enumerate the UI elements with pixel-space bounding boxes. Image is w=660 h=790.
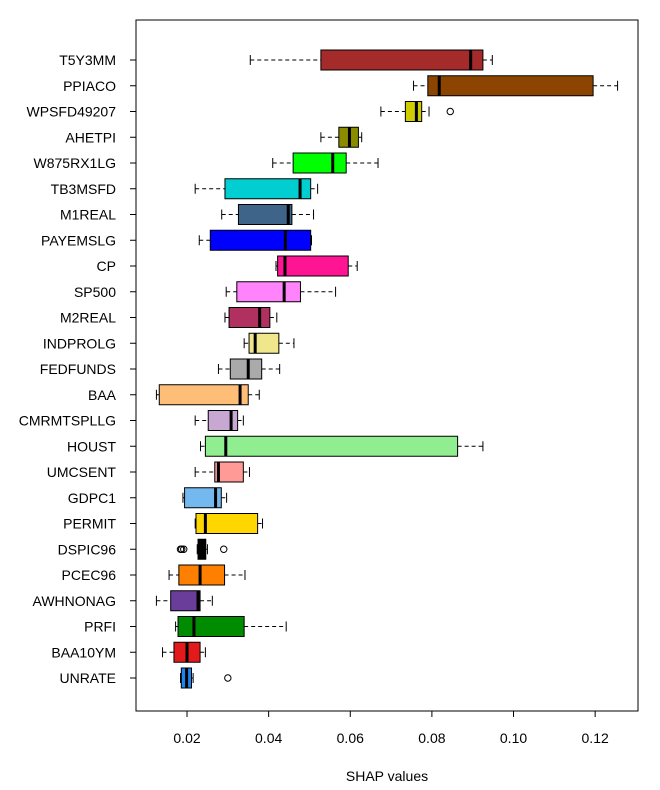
category-labels: T5Y3MM PPIACO WPSFD49207 AHETPI W875RX1LG TB3… <box>19 52 136 686</box>
iqr-box <box>248 332 280 354</box>
category-label: M1REAL <box>60 207 116 223</box>
iqr-box <box>229 358 263 380</box>
iqr-box <box>178 564 226 586</box>
x-tick-label: 0.06 <box>337 730 364 746</box>
box-TB3MSFD <box>194 178 319 200</box>
box-PRFI <box>175 616 287 637</box>
outlier-point <box>220 545 228 553</box>
iqr-box <box>184 487 222 509</box>
box-HOUST <box>199 435 484 457</box>
iqr-box <box>195 513 259 534</box>
outlier-point <box>180 545 188 553</box>
category-label: PAYEMSLG <box>41 232 116 248</box>
iqr-box <box>277 255 349 277</box>
category-label: GDPC1 <box>68 490 116 506</box>
category-label: UNRATE <box>59 670 116 686</box>
plot-frame <box>135 19 639 712</box>
box-PCEC96 <box>168 564 246 586</box>
x-axis-label: SHAP values <box>346 768 428 784</box>
box-GDPC1 <box>182 487 228 509</box>
category-label: CMRMTSPLLG <box>19 413 116 429</box>
box-M1REAL <box>221 204 315 225</box>
box-T5Y3MM <box>249 49 493 71</box>
iqr-box <box>237 204 293 225</box>
category-label: CP <box>97 258 116 274</box>
box-WPSFD49207 <box>380 101 454 122</box>
category-label: UMCSENT <box>47 464 117 480</box>
iqr-box <box>209 229 312 251</box>
iqr-box <box>427 75 594 97</box>
x-tick-label: 0.10 <box>500 730 527 746</box>
box-PERMIT <box>194 513 264 534</box>
box-DSPIC96 <box>176 538 228 560</box>
iqr-box <box>228 307 271 328</box>
category-label: TB3MSFD <box>51 181 116 197</box>
box-AHETPI <box>320 126 363 148</box>
iqr-box <box>214 461 244 483</box>
category-label: W875RX1LG <box>34 155 116 171</box>
x-axis: 0.02 0.04 0.06 0.08 0.10 0.12 <box>173 710 609 746</box>
box-UMCSENT <box>194 461 250 483</box>
box-CP <box>275 255 358 277</box>
outlier-point <box>224 674 232 682</box>
category-label: SP500 <box>74 284 116 300</box>
box-FEDFUNDS <box>217 358 281 380</box>
box-W875RX1LG <box>272 152 379 174</box>
box-BAA <box>155 384 260 406</box>
category-label: WPSFD49207 <box>27 104 117 120</box>
box-AWHNONAG <box>155 590 213 612</box>
x-tick-label: 0.12 <box>582 730 609 746</box>
category-label: PERMIT <box>63 516 116 532</box>
box-INDPROLG <box>243 332 295 354</box>
box-group <box>155 49 619 689</box>
box-UNRATE <box>179 667 232 689</box>
box-PAYEMSLG <box>198 229 312 251</box>
box-CMRMTSPLLG <box>194 410 244 431</box>
iqr-box <box>224 178 312 200</box>
box-BAA10YM <box>162 641 206 663</box>
iqr-box <box>236 281 301 303</box>
iqr-box <box>320 49 484 71</box>
category-label: AHETPI <box>65 129 116 145</box>
box-PPIACO <box>413 75 619 97</box>
category-label: PRFI <box>84 619 116 635</box>
category-label: T5Y3MM <box>59 52 116 68</box>
iqr-box <box>207 410 239 431</box>
category-label: PCEC96 <box>62 567 117 583</box>
box-M2REAL <box>224 307 278 328</box>
category-label: FEDFUNDS <box>40 361 116 377</box>
x-tick-label: 0.08 <box>418 730 445 746</box>
iqr-box <box>292 152 347 174</box>
category-label: M2REAL <box>60 310 116 326</box>
iqr-box <box>158 384 249 406</box>
category-label: BAA <box>88 387 117 403</box>
category-label: HOUST <box>67 438 116 454</box>
category-label: DSPIC96 <box>58 541 117 557</box>
box-SP500 <box>225 281 337 303</box>
x-tick-label: 0.02 <box>173 730 200 746</box>
category-label: BAA10YM <box>51 644 116 660</box>
iqr-box <box>177 616 245 637</box>
iqr-box <box>404 101 423 122</box>
outlier-point <box>176 545 185 553</box>
iqr-box <box>204 435 459 457</box>
outlier-point <box>446 107 454 116</box>
iqr-box <box>170 590 201 612</box>
category-label: INDPROLG <box>43 335 116 351</box>
category-label: PPIACO <box>63 78 116 94</box>
category-label: AWHNONAG <box>33 593 116 609</box>
x-tick-label: 0.04 <box>255 730 282 746</box>
